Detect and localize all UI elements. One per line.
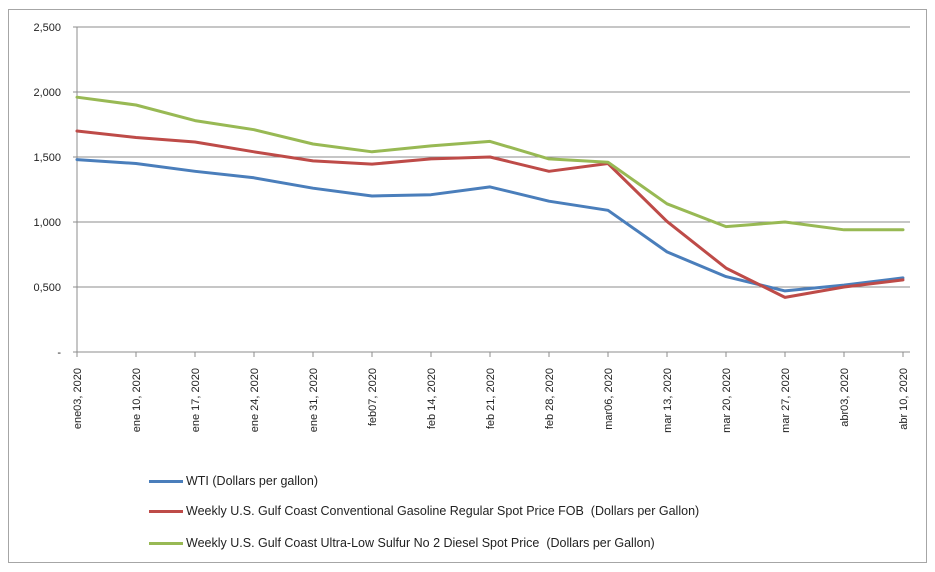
legend-swatch-wti <box>149 479 183 483</box>
legend-label-diesel: Weekly U.S. Gulf Coast Ultra-Low Sulfur … <box>186 536 655 550</box>
y-tick-label: - <box>57 347 61 359</box>
legend-swatch-gasoline <box>149 509 183 513</box>
y-tick-label: 2,000 <box>33 87 61 99</box>
legend-label-wti: WTI (Dollars per gallon) <box>186 474 318 488</box>
x-tick-label: ene 10, 2020 <box>131 368 143 432</box>
y-tick-label: 1,500 <box>33 152 61 164</box>
legend-item-gasoline: Weekly U.S. Gulf Coast Conventional Gaso… <box>149 503 699 519</box>
x-tick-label: ene03, 2020 <box>72 368 84 429</box>
x-tick-label: mar06, 2020 <box>603 368 615 430</box>
legend-item-diesel: Weekly U.S. Gulf Coast Ultra-Low Sulfur … <box>149 535 655 551</box>
legend-label-gasoline: Weekly U.S. Gulf Coast Conventional Gaso… <box>186 504 700 518</box>
x-tick-label: mar 27, 2020 <box>780 368 792 433</box>
legend-item-wti: WTI (Dollars per gallon) <box>149 473 318 489</box>
x-tick-label: ene 31, 2020 <box>308 368 320 432</box>
x-axis-ticks: ene03, 2020 ene 10, 2020 ene 17, 2020 ene 2… <box>72 352 910 433</box>
series-line-0 <box>75 158 905 293</box>
legend: WTI (Dollars per gallon) Weekly U.S. Gul… <box>149 473 909 553</box>
x-tick-label: mar 13, 2020 <box>662 368 674 433</box>
y-tick-label: 2,500 <box>33 22 61 34</box>
x-tick-label: ene 17, 2020 <box>190 368 202 432</box>
x-tick-label: feb07, 2020 <box>367 368 379 426</box>
x-tick-label: mar 20, 2020 <box>721 368 733 433</box>
x-tick-label: feb 14, 2020 <box>426 368 438 429</box>
series-line-2 <box>75 95 905 232</box>
legend-swatch-diesel <box>149 541 183 545</box>
x-tick-label: ene 24, 2020 <box>249 368 261 432</box>
x-tick-label: abr03, 2020 <box>839 368 851 427</box>
y-axis-ticks: - 0,500 1,000 1,500 2,000 2,500 <box>33 22 61 359</box>
y-tick-label: 0,500 <box>33 282 61 294</box>
series-line-1 <box>75 129 905 299</box>
y-tick-label: 1,000 <box>33 217 61 229</box>
x-tick-label: abr 10, 2020 <box>898 368 910 430</box>
chart-frame <box>8 9 927 563</box>
series-lines <box>75 95 905 299</box>
x-tick-label: feb 21, 2020 <box>485 368 497 429</box>
axes <box>73 27 910 356</box>
x-tick-label: feb 28, 2020 <box>544 368 556 429</box>
